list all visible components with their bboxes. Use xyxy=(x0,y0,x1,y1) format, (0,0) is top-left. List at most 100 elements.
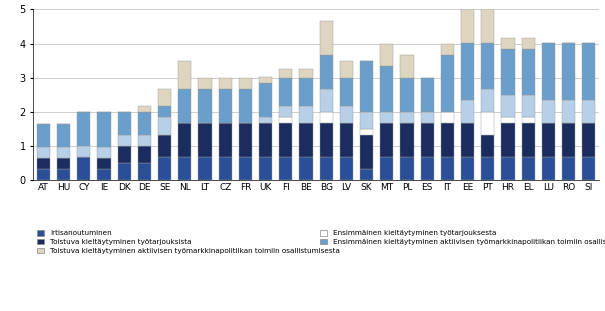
Bar xyxy=(441,112,454,123)
Bar xyxy=(37,169,50,180)
Bar xyxy=(239,89,252,123)
Bar xyxy=(138,106,151,112)
Bar xyxy=(582,157,595,180)
Bar xyxy=(420,157,434,180)
Bar xyxy=(582,100,595,123)
Bar xyxy=(340,106,353,123)
Bar xyxy=(280,157,292,180)
Bar xyxy=(381,112,393,123)
Bar xyxy=(502,123,515,157)
Bar xyxy=(57,169,70,180)
Bar xyxy=(522,95,535,118)
Bar xyxy=(138,135,151,146)
Bar xyxy=(299,78,313,106)
Bar xyxy=(481,43,494,89)
Bar xyxy=(441,44,454,55)
Bar xyxy=(420,112,434,123)
Bar xyxy=(401,78,414,112)
Bar xyxy=(280,106,292,118)
Bar xyxy=(158,106,171,118)
Bar xyxy=(77,112,90,146)
Bar xyxy=(542,157,555,180)
Bar xyxy=(138,146,151,163)
Bar xyxy=(522,123,535,157)
Bar xyxy=(420,78,434,112)
Bar xyxy=(381,67,393,112)
Bar xyxy=(77,146,90,157)
Bar xyxy=(57,158,70,169)
Bar xyxy=(381,44,393,67)
Bar xyxy=(158,118,171,135)
Bar xyxy=(117,135,131,146)
Bar xyxy=(562,123,575,157)
Bar xyxy=(57,146,70,158)
Bar xyxy=(239,157,252,180)
Bar xyxy=(158,89,171,106)
Bar xyxy=(218,78,232,89)
Legend: Ensimmäinen kieltäytyminen työtarjouksesta, Ensimmäinen kieltäytyminen aktiivise: Ensimmäinen kieltäytyminen työtarjoukses… xyxy=(319,230,605,245)
Bar xyxy=(562,43,575,100)
Bar xyxy=(198,157,212,180)
Bar xyxy=(178,89,191,123)
Bar xyxy=(461,157,474,180)
Bar xyxy=(420,123,434,157)
Bar xyxy=(522,157,535,180)
Bar xyxy=(461,43,474,100)
Bar xyxy=(319,55,333,89)
Bar xyxy=(259,77,272,83)
Bar xyxy=(340,61,353,78)
Bar xyxy=(502,118,515,123)
Bar xyxy=(441,123,454,157)
Bar xyxy=(562,157,575,180)
Bar xyxy=(401,123,414,157)
Bar xyxy=(360,112,373,129)
Bar xyxy=(582,123,595,157)
Bar xyxy=(582,43,595,100)
Bar xyxy=(280,78,292,106)
Bar xyxy=(218,123,232,157)
Bar xyxy=(259,123,272,157)
Bar xyxy=(178,157,191,180)
Bar xyxy=(138,112,151,135)
Bar xyxy=(381,157,393,180)
Bar xyxy=(542,123,555,157)
Bar xyxy=(117,112,131,135)
Bar xyxy=(481,112,494,135)
Bar xyxy=(97,169,111,180)
Bar xyxy=(280,118,292,123)
Bar xyxy=(299,157,313,180)
Bar xyxy=(522,49,535,95)
Bar xyxy=(340,157,353,180)
Bar xyxy=(319,21,333,55)
Bar xyxy=(461,100,474,123)
Bar xyxy=(259,157,272,180)
Bar xyxy=(381,123,393,157)
Bar xyxy=(97,146,111,158)
Bar xyxy=(37,158,50,169)
Bar xyxy=(319,157,333,180)
Bar xyxy=(441,55,454,112)
Bar xyxy=(360,61,373,112)
Bar xyxy=(77,157,90,180)
Bar xyxy=(360,135,373,169)
Bar xyxy=(198,89,212,123)
Bar xyxy=(481,135,494,157)
Bar xyxy=(138,163,151,180)
Bar xyxy=(360,169,373,180)
Bar xyxy=(461,123,474,157)
Bar xyxy=(502,157,515,180)
Bar xyxy=(280,69,292,78)
Bar xyxy=(461,9,474,43)
Bar xyxy=(117,146,131,163)
Bar xyxy=(542,100,555,123)
Bar xyxy=(299,106,313,123)
Bar xyxy=(401,157,414,180)
Bar xyxy=(299,69,313,78)
Bar xyxy=(502,38,515,49)
Bar xyxy=(218,157,232,180)
Bar xyxy=(481,157,494,180)
Bar xyxy=(319,112,333,123)
Bar xyxy=(158,157,171,180)
Bar xyxy=(97,112,111,146)
Bar xyxy=(562,100,575,123)
